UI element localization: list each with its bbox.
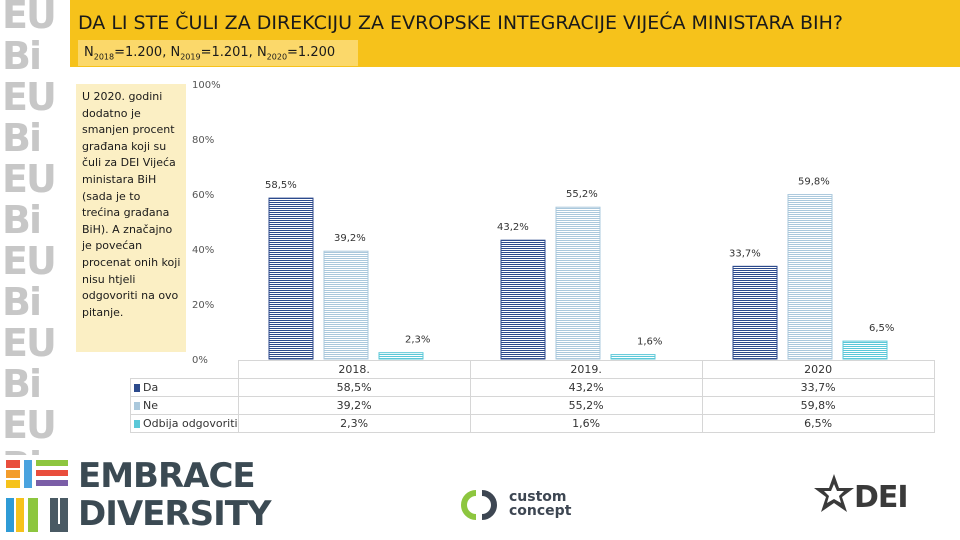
legend-key-da [134,384,140,392]
table-cell: 39,2% [237,396,471,415]
title-banner: DA LI STE ČULI ZA DIREKCIJU ZA EVROPSKE … [70,0,960,67]
table-cell: 2,3% [237,414,471,433]
sample-size-2019: N2019=1.201 [170,45,249,62]
y-axis-ticks: 0% 20% 40% 60% 80% 100% [192,80,221,366]
diversity-text: DIVERSITY [78,494,272,534]
sample-sizes: N2018=1.200, N2019=1.201, N2020=1.200 [84,45,336,62]
y-tick-label: 60% [192,190,214,201]
embrace-text: EMBRACE [78,456,256,496]
note-box: U 2020. godini dodatno je smanjen procen… [76,84,186,352]
strip-glyph: EU [2,239,57,283]
bar-odbija-odgovoriti-0 [378,352,424,360]
y-tick-label: 80% [192,135,214,146]
note-text: U 2020. godini dodatno je smanjen procen… [82,90,181,319]
table-row-ne: Ne 39,2% 55,2% 59,8% [130,396,935,415]
custom-text: custom [509,489,567,505]
y-tick-label: 0% [192,355,208,366]
table-cell: 59,8% [701,396,935,415]
bar-da-0 [268,197,314,360]
bar-ne-1 [555,206,601,360]
table-cell: 55,2% [469,396,703,415]
data-label: 59,8% [798,177,830,188]
table-cell: 6,5% [701,414,935,433]
data-label: 33,7% [729,248,761,259]
legend-key-odbija [134,420,140,428]
legend-entry-ne: Ne [130,396,239,415]
strip-glyph: Bi [2,447,42,455]
bar-da-1 [500,239,546,360]
y-tick-label: 40% [192,245,214,256]
strip-glyph: EU [2,321,57,365]
data-label: 55,2% [566,189,598,200]
sample-size-2020: N2020=1.200 [256,45,336,62]
table-cell: 1,6% [469,414,703,433]
bar-ne-0 [323,250,369,360]
y-tick-label: 100% [192,80,221,91]
data-label: 39,2% [334,233,366,244]
concept-text: concept [509,503,572,519]
custom-concept-logo: custom concept [454,488,571,526]
table-cell: 33,7% [701,378,935,397]
sample-size-2018: N2018=1.200 [84,45,163,62]
data-label: 6,5% [869,323,894,334]
legend-key-ne [134,402,140,410]
data-label: 1,6% [637,337,662,348]
strip-glyph: Bi [2,198,42,242]
data-label: 43,2% [497,222,529,233]
table-col-2018: 2018. [237,360,471,379]
table-row-da: Da 58,5% 43,2% 33,7% [130,378,935,397]
data-label: 2,3% [405,335,430,346]
sample-size-box: N2018=1.200, N2019=1.201, N2020=1.200 [78,40,358,66]
strip-glyph: Bi [2,362,42,406]
bar-da-2 [732,265,778,360]
legend-entry-da: Da [130,378,239,397]
custom-concept-mark [461,490,497,520]
legend-entry-odbija: Odbija odgovoriti [130,414,239,433]
strip-glyph: EU [2,75,57,119]
bar-odbija-odgovoriti-1 [610,354,656,360]
data-labels: 58,5% 39,2% 2,3% 43,2% 55,2% 1,6% 33,7% 59,8% 6,… [265,177,894,348]
table-col-2020: 2020 [701,360,935,379]
data-label: 58,5% [265,180,297,191]
bars [268,194,888,360]
page-title: DA LI STE ČULI ZA DIREKCIJU ZA EVROPSKE … [78,12,844,34]
strip-glyph: EU [2,403,57,447]
bieu-mark [6,460,68,532]
strip-glyph: Bi [2,116,42,160]
y-tick-label: 20% [192,300,214,311]
dei-text: DEI [854,480,909,515]
bar-chart: 0% 20% 40% 60% 80% 100% 58,5% 39,2% 2,3% 43,2% 55… [192,80,894,366]
bar-odbija-odgovoriti-2 [842,340,888,360]
decorative-letter-strip: EUBiEUBiEUBiEUBiEUBiEUBi [0,0,70,455]
data-table: 2018. 2019. 2020 Da 58,5% 43,2% 33,7% Ne… [130,360,935,433]
strip-glyph: Bi [2,34,42,78]
table-cell: 43,2% [469,378,703,397]
bar-ne-2 [787,194,833,360]
table-col-2019: 2019. [469,360,703,379]
table-header-row: 2018. 2019. 2020 [131,360,935,379]
strip-glyph: EU [2,0,57,37]
strip-glyph: Bi [2,280,42,324]
table-row-odbija: Odbija odgovoriti 2,3% 1,6% 6,5% [130,414,935,433]
strip-glyph: EU [2,157,57,201]
table-cell: 58,5% [237,378,471,397]
embrace-diversity-logo: EMBRACE DIVERSITY [6,458,272,538]
table-corner [131,361,239,379]
dei-star-icon [814,474,854,512]
dei-logo: DEI [812,472,909,520]
